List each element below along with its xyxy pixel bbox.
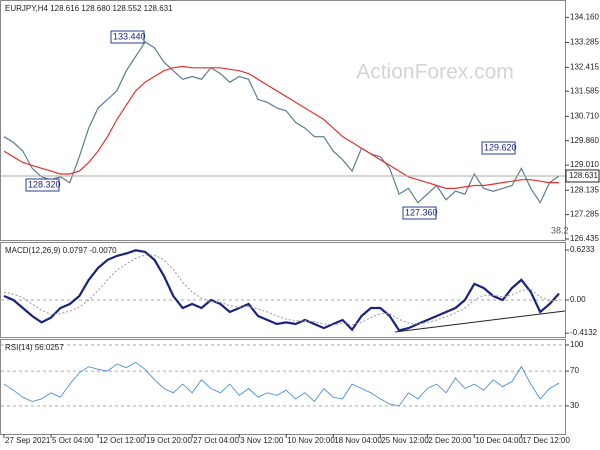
x-tick-label: 3 Nov 12:00 <box>240 436 284 445</box>
series-line <box>3 41 560 204</box>
y-tick-label: 100 <box>570 340 584 349</box>
y-tick-label: 128.135 <box>570 185 599 194</box>
panel-title: MACD(12,26,9) 0.0797 -0.0070 <box>5 246 117 255</box>
annotation: 38.2 <box>551 225 569 235</box>
y-tick-label: 130.710 <box>570 111 599 120</box>
x-tick-label: 10 Dec 04:00 <box>475 436 523 445</box>
x-tick-label: 25 Nov 12:00 <box>381 436 429 445</box>
y-tick-label: 134.160 <box>570 12 599 21</box>
y-tick-label: 129.860 <box>570 136 599 145</box>
y-tick-label: 129.010 <box>570 160 599 169</box>
x-tick-label: 18 Nov 04:00 <box>334 436 382 445</box>
x-tick-label: 2 Dec 20:00 <box>428 436 472 445</box>
x-tick-label: 27 Oct 04:00 <box>193 436 239 445</box>
y-tick-label: 127.285 <box>570 210 599 219</box>
panel-frame <box>0 242 566 338</box>
series-line <box>3 65 559 189</box>
y-tick-label: 0.00 <box>570 295 586 304</box>
annotation: 127.360 <box>405 207 438 217</box>
x-tick-label: 17 Dec 12:00 <box>522 436 570 445</box>
series-line <box>3 254 560 326</box>
x-tick-label: 19 Oct 20:00 <box>146 436 192 445</box>
price-box <box>565 169 600 183</box>
series-line <box>3 361 560 407</box>
y-tick-label: 30 <box>570 401 579 410</box>
price-label: 128.631 <box>569 171 598 180</box>
x-tick-label: 10 Nov 20:00 <box>287 436 335 445</box>
watermark: ActionForex.com <box>356 61 514 84</box>
series-line <box>3 249 560 332</box>
panel-title: EURJPY,H4 128.616 128.680 128.552 128.63… <box>5 4 173 13</box>
annotation: 129.620 <box>484 142 517 152</box>
panel-frame <box>0 0 566 241</box>
annotation-box <box>481 141 516 155</box>
annotation: 128.320 <box>28 179 61 189</box>
y-tick-label: 133.285 <box>570 38 599 47</box>
annotation-box <box>110 30 145 44</box>
macd-trendline <box>394 310 566 333</box>
annotation-box <box>402 206 437 220</box>
annotation-box <box>25 178 60 192</box>
y-tick-label: 0.6233 <box>570 245 595 254</box>
x-tick-label: 12 Oct 12:00 <box>99 436 145 445</box>
y-tick-label: 70 <box>570 366 579 375</box>
y-tick-label: -0.4132 <box>570 328 598 337</box>
y-tick-label: 126.435 <box>570 234 599 243</box>
y-tick-label: 132.415 <box>570 63 599 72</box>
x-tick-label: 27 Sep 2021 <box>5 436 51 445</box>
panel-title: RSI(14) 56.0257 <box>5 343 64 352</box>
x-tick-label: 5 Oct 04:00 <box>52 436 94 445</box>
panel-frame <box>0 339 566 435</box>
annotation: 133.440 <box>113 31 146 41</box>
y-tick-label: 131.585 <box>570 86 599 95</box>
